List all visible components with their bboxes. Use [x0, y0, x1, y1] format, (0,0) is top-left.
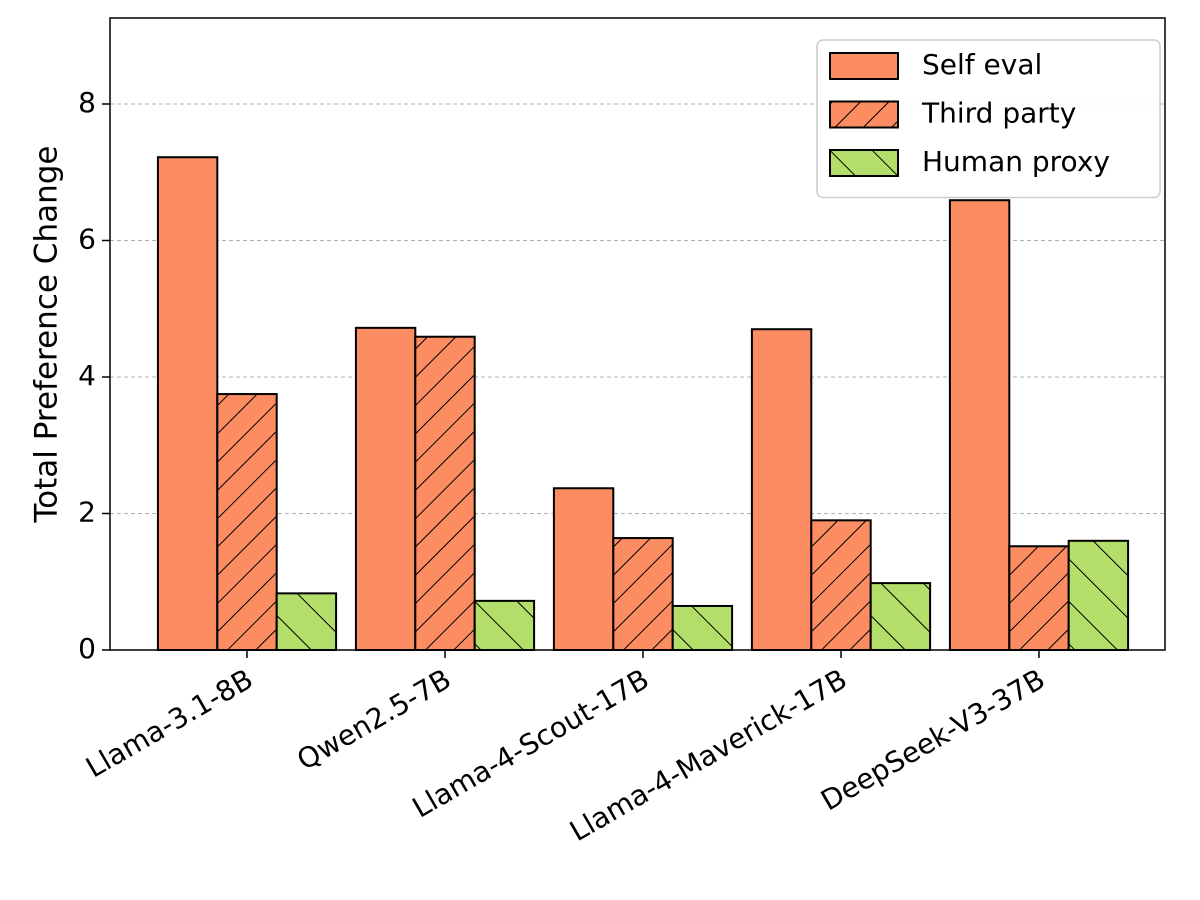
- legend-label: Human proxy: [922, 145, 1110, 178]
- bar: [948, 199, 1011, 651]
- x-tick-label: Qwen2.5-7B: [291, 662, 456, 776]
- bar: [156, 156, 219, 651]
- x-tick-label: DeepSeek-V3-37B: [815, 662, 1050, 817]
- y-tick-label: 4: [78, 359, 96, 392]
- legend-swatch: [829, 52, 899, 80]
- legend-label: Self eval: [922, 48, 1042, 81]
- bar: [612, 537, 674, 651]
- legend-swatch: [829, 100, 899, 129]
- bar: [354, 326, 417, 651]
- bar: [869, 582, 932, 651]
- bar: [750, 328, 813, 651]
- bar: [1008, 545, 1070, 651]
- legend-label: Third party: [921, 97, 1076, 130]
- bar: [414, 335, 476, 651]
- bar: [216, 393, 278, 652]
- bar: [671, 604, 734, 651]
- y-tick-label: 0: [78, 632, 96, 665]
- bar: [552, 487, 615, 651]
- bar: [275, 592, 338, 651]
- y-tick-label: 8: [78, 86, 96, 119]
- y-axis-label: Total Preference Change: [29, 146, 65, 524]
- legend-swatch: [829, 149, 899, 177]
- bar: [473, 599, 536, 652]
- bar: [810, 519, 872, 651]
- x-tick-label: Llama-3.1-8B: [80, 662, 258, 784]
- y-tick-label: 2: [78, 495, 96, 528]
- bar: [1067, 539, 1130, 651]
- y-tick-label: 6: [78, 222, 96, 255]
- plot-frame: [109, 17, 1166, 651]
- legend-box: [816, 39, 1161, 199]
